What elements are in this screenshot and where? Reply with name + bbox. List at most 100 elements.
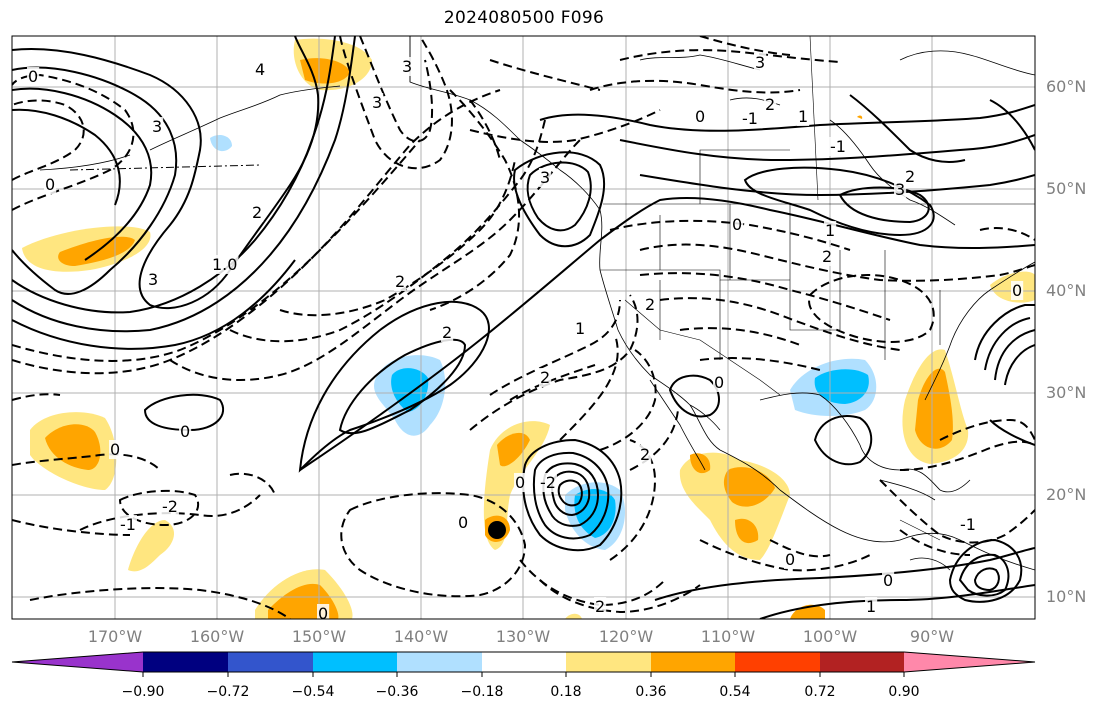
contour-label-bg bbox=[251, 203, 264, 222]
contour-label: 1 bbox=[866, 597, 876, 616]
colorbar-tick-label: −0.72 bbox=[206, 684, 250, 700]
contour-label: 0 bbox=[28, 67, 38, 86]
lat-label-10n: 10°N bbox=[1046, 587, 1087, 606]
contour-label: 2 bbox=[252, 203, 262, 222]
lon-label-120w: 120°W bbox=[598, 627, 654, 646]
contour-label-bg bbox=[959, 515, 977, 534]
contour-label: 0 bbox=[515, 473, 525, 492]
lat-label-40n: 40°N bbox=[1046, 281, 1087, 300]
contour-label: 2 bbox=[765, 95, 775, 114]
contour-label-bg bbox=[574, 319, 587, 338]
contour-label: 2 bbox=[905, 167, 915, 186]
contour-label: 2 bbox=[822, 247, 832, 266]
contour-label: -1 bbox=[830, 137, 846, 156]
colorbar-tick-label: 0.18 bbox=[550, 684, 582, 700]
colorbar-tick-label: −0.90 bbox=[121, 684, 165, 700]
contour-label: 1 bbox=[798, 107, 808, 126]
lat-label-60n: 60°N bbox=[1046, 77, 1087, 96]
contour-label-bg bbox=[741, 109, 759, 128]
lon-label-100w: 100°W bbox=[802, 627, 858, 646]
contour-label: -1 bbox=[960, 515, 976, 534]
contour-label-bg bbox=[694, 107, 707, 126]
contour-label: 3 bbox=[755, 53, 765, 72]
contour-label-bg bbox=[865, 597, 878, 616]
contour-label: -1 bbox=[742, 109, 758, 128]
political-borders bbox=[409, 36, 1035, 541]
colorbar-tick-label: 0.90 bbox=[888, 684, 920, 700]
contour-label-bg bbox=[824, 221, 837, 240]
lon-label-150w: 150°W bbox=[291, 627, 347, 646]
contour-label-bg bbox=[401, 57, 414, 76]
contour-label: 2 bbox=[395, 272, 405, 291]
contour-label: 0 bbox=[110, 440, 120, 459]
colorbar-tick-label: 0.54 bbox=[719, 684, 751, 700]
contour-label-bg bbox=[539, 368, 552, 387]
contour-label: 4 bbox=[255, 60, 265, 79]
lon-label-160w: 160°W bbox=[189, 627, 245, 646]
contour-label-bg bbox=[27, 67, 40, 86]
contour-label-bg bbox=[514, 473, 527, 492]
lon-label-110w: 110°W bbox=[700, 627, 756, 646]
contour-label: -2 bbox=[162, 497, 178, 516]
contour-label-bg bbox=[894, 180, 907, 199]
contour-label: 2 bbox=[442, 323, 452, 342]
contour-label-bg bbox=[713, 373, 726, 392]
contour-label-bg bbox=[394, 272, 407, 291]
contour-label-bg bbox=[594, 597, 607, 616]
colorbar-tick-label: −0.54 bbox=[291, 684, 335, 700]
contour-label-bg bbox=[821, 247, 834, 266]
contour-label-bg bbox=[161, 497, 179, 516]
contour-label-bg bbox=[784, 550, 797, 569]
contour-label: 0 bbox=[883, 571, 893, 590]
contour-label-bg bbox=[639, 445, 652, 464]
dashed-contours bbox=[12, 36, 1035, 619]
lon-label-140w: 140°W bbox=[393, 627, 449, 646]
contour-label-bg bbox=[644, 295, 657, 314]
negative-anomaly-shading bbox=[210, 134, 877, 550]
contour-label: 3 bbox=[402, 57, 412, 76]
contour-label-bg bbox=[829, 137, 847, 156]
contour-label: 0 bbox=[458, 513, 468, 532]
colorbar-tick-label: −0.18 bbox=[460, 684, 504, 700]
contour-label-bg bbox=[764, 95, 777, 114]
solid-contours bbox=[12, 36, 1035, 619]
lon-label-90w: 90°W bbox=[909, 627, 955, 646]
contour-label-bg bbox=[371, 93, 384, 112]
colorbar-tick-label: 0.36 bbox=[635, 684, 667, 700]
map-title: 2024080500 F096 bbox=[443, 8, 605, 28]
contour-label: 0 bbox=[714, 373, 724, 392]
contour-label: 1.0 bbox=[212, 255, 237, 274]
contour-label: 3 bbox=[152, 117, 162, 136]
contour-label-bg bbox=[797, 107, 810, 126]
colorbar-tick-label: −0.36 bbox=[375, 684, 419, 700]
contour-label-bg bbox=[44, 175, 57, 194]
contour-label-group: 0 3 4 0 2 1.0 3 0 2 2 3 1 2 3 3 0 -1 1 2… bbox=[27, 53, 1024, 623]
contour-label-bg bbox=[457, 513, 470, 532]
colorbar-tick-label: 0.72 bbox=[804, 684, 836, 700]
contour-label: 2 bbox=[540, 368, 550, 387]
contour-label: 2 bbox=[595, 597, 605, 616]
contour-label-bg bbox=[1011, 281, 1024, 300]
contour-label: 3 bbox=[895, 180, 905, 199]
contour-label-bg bbox=[119, 515, 137, 534]
contour-label-bg bbox=[731, 215, 744, 234]
contour-label: 3 bbox=[540, 168, 550, 187]
lon-label-170w: 170°W bbox=[87, 627, 143, 646]
contour-label-bg bbox=[211, 255, 239, 274]
contour-label: -2 bbox=[540, 473, 556, 492]
contour-label: 1 bbox=[575, 319, 585, 338]
contour-label: 3 bbox=[148, 270, 158, 289]
contour-label: 0 bbox=[45, 175, 55, 194]
lat-label-30n: 30°N bbox=[1046, 383, 1087, 402]
contour-label: 0 bbox=[785, 550, 795, 569]
contour-label-bg bbox=[539, 168, 552, 187]
contour-label-bg bbox=[882, 571, 895, 590]
lon-label-130w: 130°W bbox=[495, 627, 551, 646]
map-frame bbox=[11, 35, 1036, 620]
contour-label: 0 bbox=[732, 215, 742, 234]
contour-label: 2 bbox=[640, 445, 650, 464]
contour-label-bg bbox=[539, 473, 557, 492]
contour-label: 1 bbox=[825, 221, 835, 240]
contour-label: 0 bbox=[318, 604, 328, 623]
